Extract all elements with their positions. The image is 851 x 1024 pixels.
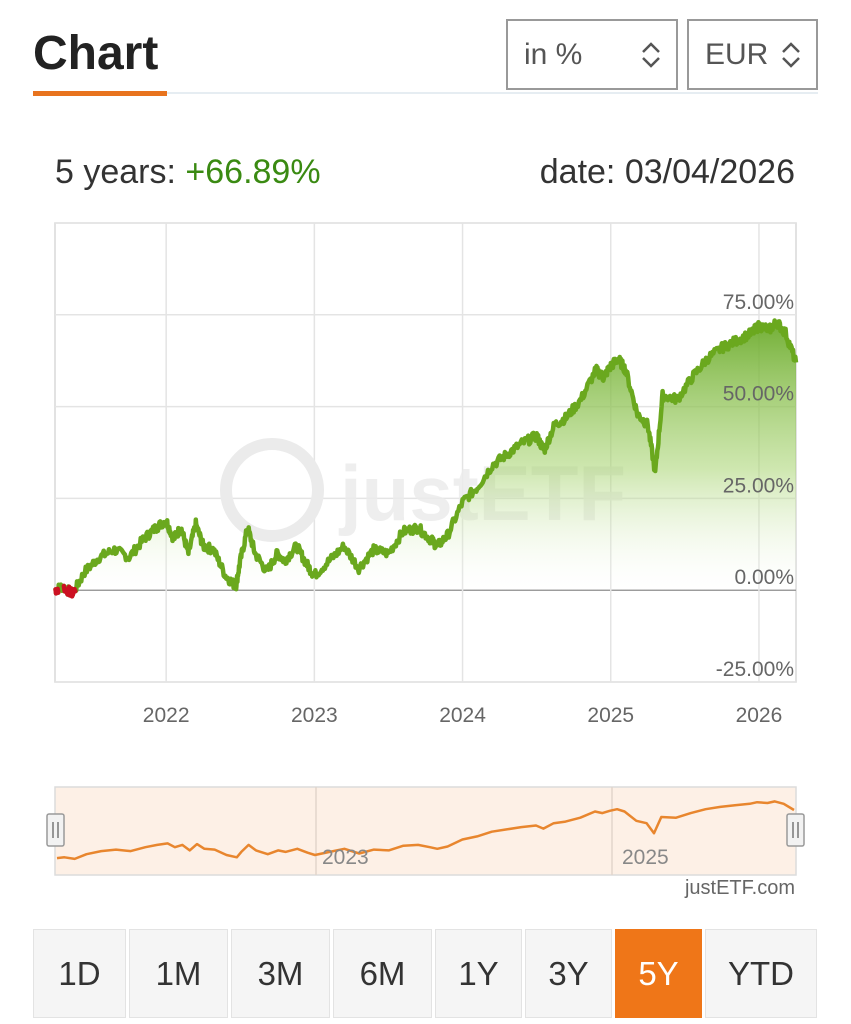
x-axis-labels: 2022 2023 2024 2025 2026 (143, 704, 783, 727)
range-button-ytd[interactable]: YTD (705, 929, 817, 1018)
navigator-selection (54, 786, 797, 876)
navigator-tick-label: 2023 (322, 846, 369, 869)
navigator-path (56, 800, 795, 861)
y-tick-label: 0.00% (734, 566, 794, 589)
negative-segment (72, 586, 78, 594)
navigator-tick-label: 2025 (622, 846, 669, 869)
select-arrows-icon (782, 42, 800, 68)
range-button-1m[interactable]: 1M (129, 929, 228, 1018)
y-tick-label: 75.00% (723, 291, 794, 314)
title-underline (33, 91, 167, 96)
right-handle[interactable] (786, 813, 805, 847)
range-button-3m[interactable]: 3M (231, 929, 330, 1018)
date-label: date: (539, 153, 616, 191)
range-navigator[interactable]: 2023 2025 (0, 0, 851, 900)
y-axis-labels: 75.00% 50.00% 25.00% 0.00% -25.00% (716, 291, 794, 681)
range-button-1d[interactable]: 1D (33, 929, 126, 1018)
period-label: 5 years: (55, 153, 176, 191)
series-line (53, 318, 799, 599)
date-value: 03/04/2026 (624, 153, 795, 191)
range-selector: 1D 1M 3M 6M 1Y 3Y 5Y YTD (33, 929, 818, 1018)
period-value: +66.89% (185, 153, 321, 191)
unit-select[interactable]: in % (506, 19, 678, 90)
negative-segment (55, 586, 61, 595)
y-tick-label: -25.00% (716, 658, 794, 681)
series-path (53, 318, 799, 599)
as-of-date: date: 03/04/2026 (540, 150, 795, 194)
y-tick-label: 25.00% (723, 474, 794, 497)
left-handle[interactable] (46, 813, 65, 847)
page-title: Chart (33, 27, 159, 80)
x-tick-label: 2024 (439, 704, 486, 727)
range-button-3y[interactable]: 3Y (525, 929, 612, 1018)
currency-select[interactable]: EUR (687, 19, 818, 90)
area-path (55, 320, 796, 591)
currency-select-value: EUR (705, 37, 769, 71)
range-button-5y[interactable]: 5Y (615, 929, 702, 1018)
header-divider (167, 92, 818, 94)
x-tick-label: 2023 (291, 704, 338, 727)
unit-select-value: in % (524, 37, 583, 71)
x-tick-label: 2026 (736, 704, 783, 727)
x-tick-label: 2022 (143, 704, 190, 727)
x-tick-label: 2025 (587, 704, 634, 727)
period-performance: 5 years: +66.89% (55, 150, 321, 194)
y-tick-label: 50.00% (723, 383, 794, 406)
area-fill (55, 320, 796, 591)
performance-chart[interactable]: justETF 75.00%50.00%25.00%0.00%-25.00% 2… (0, 0, 851, 740)
select-arrows-icon (642, 42, 660, 68)
range-button-1y[interactable]: 1Y (435, 929, 522, 1018)
navigator-line (56, 800, 795, 861)
range-button-6m[interactable]: 6M (333, 929, 432, 1018)
source-credit: justETF.com (684, 877, 795, 899)
